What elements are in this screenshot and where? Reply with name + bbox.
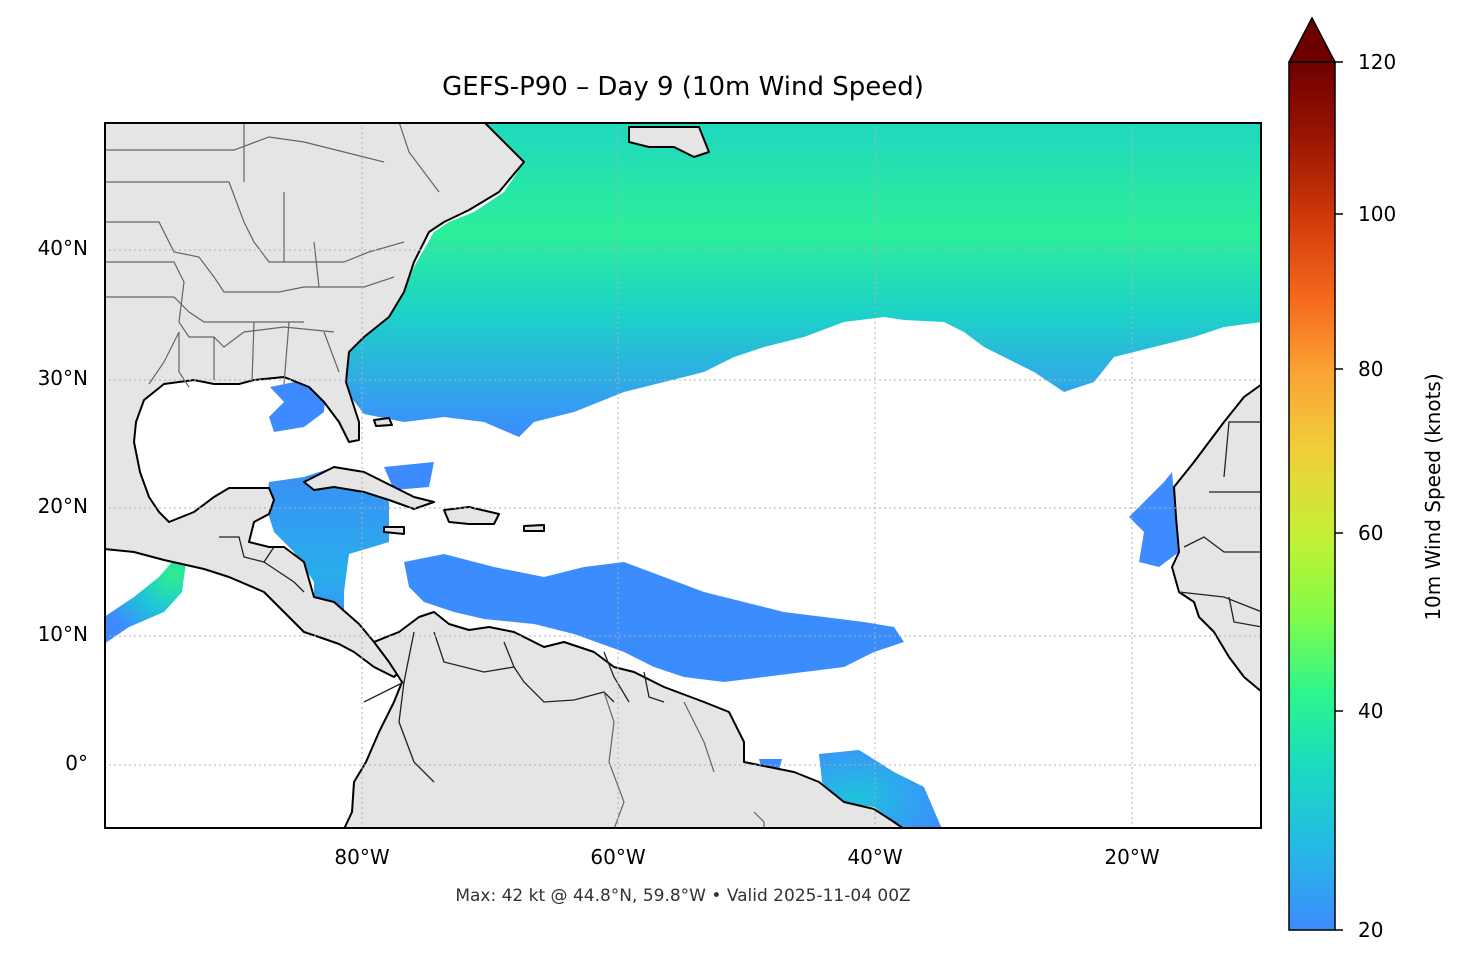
chart-title: GEFS-P90 – Day 9 (10m Wind Speed) — [442, 72, 924, 102]
wind-speed-field — [104, 122, 1262, 829]
xtick-40w: 40°W — [847, 845, 903, 869]
ytick-0: 0° — [65, 751, 88, 775]
colorbar-extend-arrow — [1287, 16, 1337, 63]
ytick-30n: 30°N — [37, 366, 88, 390]
colorbar-gradient — [1288, 61, 1336, 931]
colorbar-tick-120: 120 — [1358, 50, 1397, 74]
colorbar-tick-40: 40 — [1358, 699, 1384, 723]
footer-annotation: Max: 42 kt @ 44.8°N, 59.8°W • Valid 2025… — [455, 886, 911, 906]
map-plot-area — [104, 122, 1262, 829]
colorbar-tick-60: 60 — [1358, 521, 1384, 545]
land-masses — [104, 122, 1262, 829]
xtick-20w: 20°W — [1104, 845, 1160, 869]
ytick-20n: 20°N — [37, 494, 88, 518]
colorbar-label: 10m Wind Speed (knots) — [1421, 373, 1445, 621]
xtick-80w: 80°W — [334, 845, 390, 869]
ytick-10n: 10°N — [37, 622, 88, 646]
gridlines — [104, 122, 1262, 829]
ytick-40n: 40°N — [37, 236, 88, 260]
interior-borders-brazil — [603, 691, 765, 829]
colorbar-tick-100: 100 — [1358, 202, 1397, 226]
colorbar-tick-20: 20 — [1358, 918, 1384, 942]
colorbar — [1280, 10, 1466, 950]
country-borders — [219, 421, 1262, 783]
colorbar-tick-80: 80 — [1358, 357, 1384, 381]
map-frame-border — [104, 122, 1262, 829]
xtick-60w: 60°W — [590, 845, 646, 869]
political-borders — [104, 122, 440, 388]
